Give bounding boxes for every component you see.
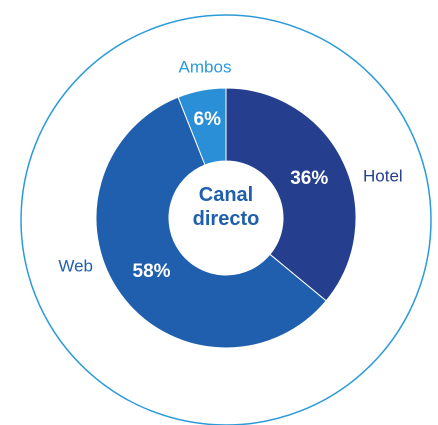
value-label: 36%	[290, 168, 328, 189]
value-label: 6%	[194, 109, 222, 130]
category-label: Ambos	[179, 57, 232, 76]
outer-ring	[20, 14, 432, 425]
slice	[225, 87, 357, 302]
category-label: Web	[58, 256, 93, 275]
slice	[177, 87, 227, 166]
center-title: Canal directo	[192, 184, 260, 230]
category-label: Hotel	[363, 166, 403, 185]
slice	[95, 96, 327, 349]
value-label: 58%	[133, 261, 171, 282]
